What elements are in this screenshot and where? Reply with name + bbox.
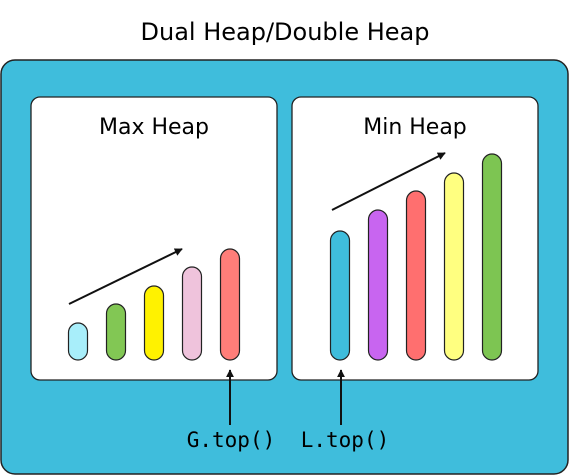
max-heap-panel: Max Heap bbox=[30, 96, 278, 381]
min-heap-bar-4 bbox=[443, 172, 465, 361]
min-heap-bar-1 bbox=[329, 230, 351, 361]
max-heap-bars bbox=[67, 248, 241, 361]
min-heap-bars bbox=[329, 153, 503, 361]
max-top-label: G.top() bbox=[187, 428, 276, 452]
min-heap-bar-2 bbox=[367, 209, 389, 361]
max-heap-bar-4 bbox=[181, 266, 203, 361]
min-heap-title: Min Heap bbox=[363, 115, 467, 140]
min-heap-panel: Min Heap bbox=[291, 96, 539, 381]
max-heap-bar-1 bbox=[67, 322, 89, 361]
max-heap-trend-arrow bbox=[68, 248, 183, 305]
max-heap-bar-3 bbox=[143, 285, 165, 361]
diagram-title: Dual Heap/Double Heap bbox=[141, 18, 430, 46]
min-heap-bar-5 bbox=[481, 153, 503, 361]
max-heap-panel-box bbox=[30, 96, 278, 381]
min-heap-bar-3 bbox=[405, 190, 427, 361]
max-heap-title: Max Heap bbox=[99, 115, 209, 140]
min-heap-trend-arrow bbox=[331, 152, 446, 211]
min-top-label: L.top() bbox=[301, 428, 390, 452]
max-heap-bar-2 bbox=[105, 303, 127, 361]
max-heap-bar-5 bbox=[219, 248, 241, 361]
